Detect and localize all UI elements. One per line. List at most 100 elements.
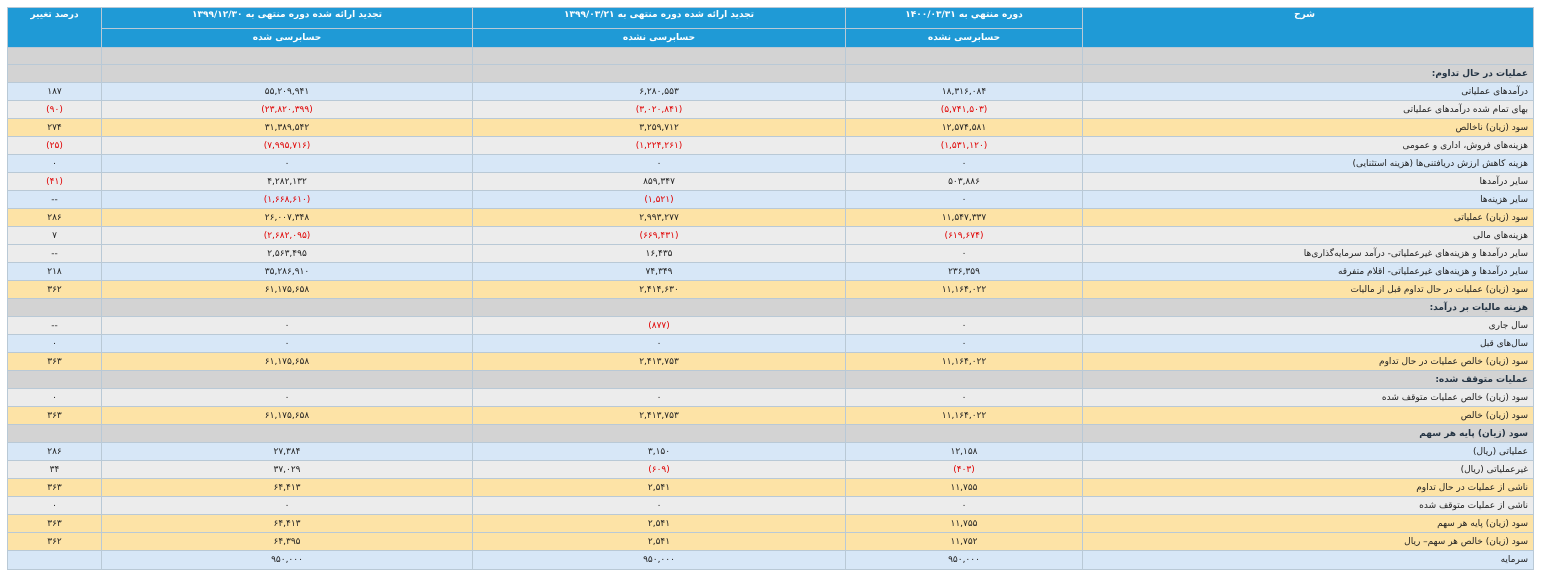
value-1400: (۴۰۳) (845, 460, 1083, 479)
value-1399-12: ۹۵۰,۰۰۰ (101, 550, 473, 570)
row-label: سود (زیان) خالص عملیات در حال تداوم (1082, 352, 1534, 371)
table-row: هزینه‌های مالی (۶۱۹,۶۷۴) (۶۶۹,۴۳۱) (۲,۶۸۲,۰… (7, 226, 1534, 245)
table-row: سود (زیان) خالص عملیات متوقف شده ۰ ۰ ۰ ۰ (7, 388, 1534, 407)
section-header-row: عملیات در حال تداوم: (7, 64, 1534, 83)
section-empty-cell (472, 424, 846, 443)
value-1399-12: ۶۱,۱۷۵,۶۵۸ (101, 406, 473, 425)
value-1400: ۱۸,۳۱۶,۰۸۴ (845, 82, 1083, 101)
table-row: سود (زیان) عملیات در حال تداوم قبل از ما… (7, 280, 1534, 299)
table-row: ناشی از عملیات در حال تداوم ۱۱,۷۵۵ ۲,۵۴۱ ۶۴… (7, 478, 1534, 497)
value-1400: ۲۳۶,۳۵۹ (845, 262, 1083, 281)
value-1400: ۱۱,۱۶۴,۰۲۲ (845, 406, 1083, 425)
row-label: سود (زیان) عملیات در حال تداوم قبل از ما… (1082, 280, 1534, 299)
percent-change: ۷ (7, 226, 102, 245)
percent-change: ۳۶۳ (7, 478, 102, 497)
row-label: سود (زیان) پایه هر سهم (1082, 514, 1534, 533)
percent-change: -- (7, 244, 102, 263)
value-1399-12: ۲۷,۳۸۴ (101, 442, 473, 461)
section-empty-cell (101, 64, 473, 83)
value-1399-03: ۰ (472, 334, 846, 353)
header-spacer-row (7, 47, 1534, 65)
value-1399-12: ۶۱,۱۷۵,۶۵۸ (101, 352, 473, 371)
row-label: درآمدهای عملیاتی (1082, 82, 1534, 101)
value-1400: ۰ (845, 244, 1083, 263)
percent-change: ۰ (7, 388, 102, 407)
value-1399-12: (۷,۹۹۵,۷۱۶) (101, 136, 473, 155)
table-row: سرمایه ۹۵۰,۰۰۰ ۹۵۰,۰۰۰ ۹۵۰,۰۰۰ (7, 550, 1534, 570)
value-1399-03: ۲,۵۴۱ (472, 478, 846, 497)
row-label: بهای تمام شده درآمدهای عملیاتی (1082, 100, 1534, 119)
table-row: سایر هزینه‌ها ۰ (۱,۵۲۱) (۱,۶۶۸,۶۱۰) -- (7, 190, 1534, 209)
section-empty-cell (101, 424, 473, 443)
value-1399-12: (۲,۶۸۲,۰۹۵) (101, 226, 473, 245)
row-label: سایر درآمدها (1082, 172, 1534, 191)
table-row: ناشی از عملیات متوقف شده ۰ ۰ ۰ ۰ (7, 496, 1534, 515)
value-1399-03: ۹۵۰,۰۰۰ (472, 550, 846, 570)
value-1400: ۰ (845, 496, 1083, 515)
value-1399-12: (۲۳,۸۲۰,۳۹۹) (101, 100, 473, 119)
value-1399-12: ۲۶,۰۰۷,۳۴۸ (101, 208, 473, 227)
row-label: سود (زیان) خالص عملیات متوقف شده (1082, 388, 1534, 407)
table-row: سود (زیان) ناخالص ۱۲,۵۷۴,۵۸۱ ۳,۲۵۹,۷۱۲ ۳۱,۳… (7, 118, 1534, 137)
table-row: عملیاتی (ریال) ۱۲,۱۵۸ ۳,۱۵۰ ۲۷,۳۸۴ ۲۸۶ (7, 442, 1534, 461)
value-1399-03: (۳,۰۲۰,۸۴۱) (472, 100, 846, 119)
value-1400: ۰ (845, 388, 1083, 407)
value-1399-12: ۶۴,۳۹۵ (101, 532, 473, 551)
section-empty-cell (845, 298, 1083, 317)
percent-change: ۲۱۸ (7, 262, 102, 281)
value-1399-12: (۱,۶۶۸,۶۱۰) (101, 190, 473, 209)
value-1400: ۱۱,۷۵۵ (845, 514, 1083, 533)
section-empty-cell (7, 298, 102, 317)
value-1399-03: ۲,۴۱۳,۷۵۳ (472, 406, 846, 425)
value-1400: ۱۱,۵۴۷,۳۳۷ (845, 208, 1083, 227)
section-label: هزینه مالیات بر درآمد: (1082, 298, 1534, 317)
value-1399-03: ۱۶,۴۳۵ (472, 244, 846, 263)
section-label: عملیات متوقف شده: (1082, 370, 1534, 389)
table-row: درآمدهای عملیاتی ۱۸,۳۱۶,۰۸۴ ۶,۲۸۰,۵۵۳ ۵۵,۲۰… (7, 82, 1534, 101)
row-label: سایر هزینه‌ها (1082, 190, 1534, 209)
value-1399-03: ۳,۱۵۰ (472, 442, 846, 461)
percent-change: -- (7, 190, 102, 209)
percent-change: ۳۶۲ (7, 532, 102, 551)
table-row: غیرعملیاتی (ریال) (۴۰۳) (۶۰۹) ۳۷,۰۲۹ ۳۴ (7, 460, 1534, 479)
section-label: سود (زیان) پایه هر سهم (1082, 424, 1534, 443)
percent-change: ۱۸۷ (7, 82, 102, 101)
table-body: عملیات در حال تداوم: درآمدهای عملیاتی ۱۸,۳… (7, 47, 1534, 570)
section-empty-cell (845, 64, 1083, 83)
value-1399-03: ۸۵۹,۳۴۷ (472, 172, 846, 191)
value-1400: ۱۱,۱۶۴,۰۲۲ (845, 280, 1083, 299)
percent-change: ۰ (7, 334, 102, 353)
table-row: سود (زیان) خالص عملیات در حال تداوم ۱۱,۱۶… (7, 352, 1534, 371)
row-label: هزینه‌های مالی (1082, 226, 1534, 245)
row-label: سود (زیان) خالص (1082, 406, 1534, 425)
section-empty-cell (7, 424, 102, 443)
value-1399-03: ۰ (472, 388, 846, 407)
percent-change: -- (7, 316, 102, 335)
value-1399-03: ۲,۵۴۱ (472, 514, 846, 533)
value-1399-03: (۸۷۷) (472, 316, 846, 335)
percent-change: (۴۱) (7, 172, 102, 191)
percent-change: ۲۷۴ (7, 118, 102, 137)
value-1399-03: ۳,۲۵۹,۷۱۲ (472, 118, 846, 137)
header-audit-status-2: حسابرسی نشده (472, 28, 846, 48)
row-label: عملیاتی (ریال) (1082, 442, 1534, 461)
row-label: ناشی از عملیات در حال تداوم (1082, 478, 1534, 497)
section-label: عملیات در حال تداوم: (1082, 64, 1534, 83)
value-1399-12: ۳۱,۳۸۹,۵۴۲ (101, 118, 473, 137)
value-1400: ۱۲,۵۷۴,۵۸۱ (845, 118, 1083, 137)
value-1400: (۵,۷۴۱,۵۰۳) (845, 100, 1083, 119)
value-1399-03: (۱,۵۲۱) (472, 190, 846, 209)
percent-change: ۳۴ (7, 460, 102, 479)
value-1399-03: ۲,۴۱۴,۶۳۰ (472, 280, 846, 299)
value-1399-12: ۶۴,۴۱۳ (101, 514, 473, 533)
table-row: هزینه کاهش ارزش دریافتنی‌ها (هزینه استثن… (7, 154, 1534, 173)
value-1399-03: (۱,۲۲۴,۲۶۱) (472, 136, 846, 155)
table-row: سایر درآمدها و هزینه‌های غیرعملیاتی- اقل… (7, 262, 1534, 281)
section-empty-cell (845, 370, 1083, 389)
value-1399-12: ۰ (101, 496, 473, 515)
table-row: سایر درآمدها و هزینه‌های غیرعملیاتی- درآ… (7, 244, 1534, 263)
value-1399-03: ۰ (472, 496, 846, 515)
percent-change: (۲۵) (7, 136, 102, 155)
percent-change: ۳۶۳ (7, 514, 102, 533)
percent-change: ۳۶۳ (7, 406, 102, 425)
